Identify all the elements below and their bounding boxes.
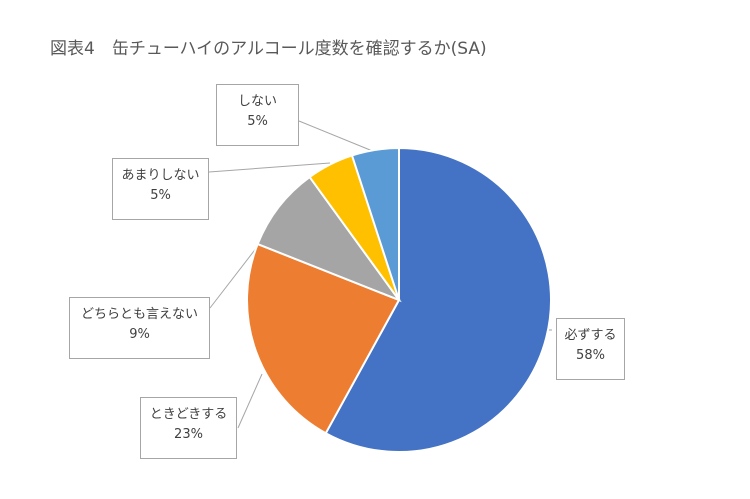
data-label-ときどきする: ときどきする 23% — [140, 397, 237, 459]
leader-line-1 — [237, 373, 263, 429]
slice-name-label: ときどきする — [149, 407, 228, 422]
slice-percent-label: 9% — [129, 327, 150, 342]
data-label-必ずする: 必ずする 58% — [556, 318, 625, 380]
slice-name-label: どちらとも言えない — [80, 307, 198, 322]
slice-name-label: しない — [237, 94, 277, 109]
pie-slice-4 — [350, 146, 400, 301]
data-label-どちらとも言えない: どちらとも言えない 9% — [69, 297, 210, 359]
pie-slice-0 — [324, 146, 552, 453]
slice-percent-label: 5% — [247, 114, 268, 129]
leader-line-3 — [208, 162, 331, 173]
chart-title: 図表4 缶チューハイのアルコール度数を確認するか(SA) — [50, 39, 487, 59]
slice-percent-label: 58% — [576, 348, 605, 363]
pie-slice-2 — [256, 175, 402, 303]
pie-slice-1 — [246, 242, 401, 435]
data-label-あまりしない: あまりしない 5% — [112, 158, 209, 220]
slice-percent-label: 5% — [150, 188, 171, 203]
slice-name-label: 必ずする — [564, 328, 617, 343]
slice-percent-label: 23% — [174, 427, 203, 442]
data-label-しない: しない 5% — [216, 84, 299, 146]
pie-slices — [246, 146, 552, 453]
leader-line-4 — [298, 120, 376, 153]
slice-name-label: あまりしない — [121, 168, 200, 183]
